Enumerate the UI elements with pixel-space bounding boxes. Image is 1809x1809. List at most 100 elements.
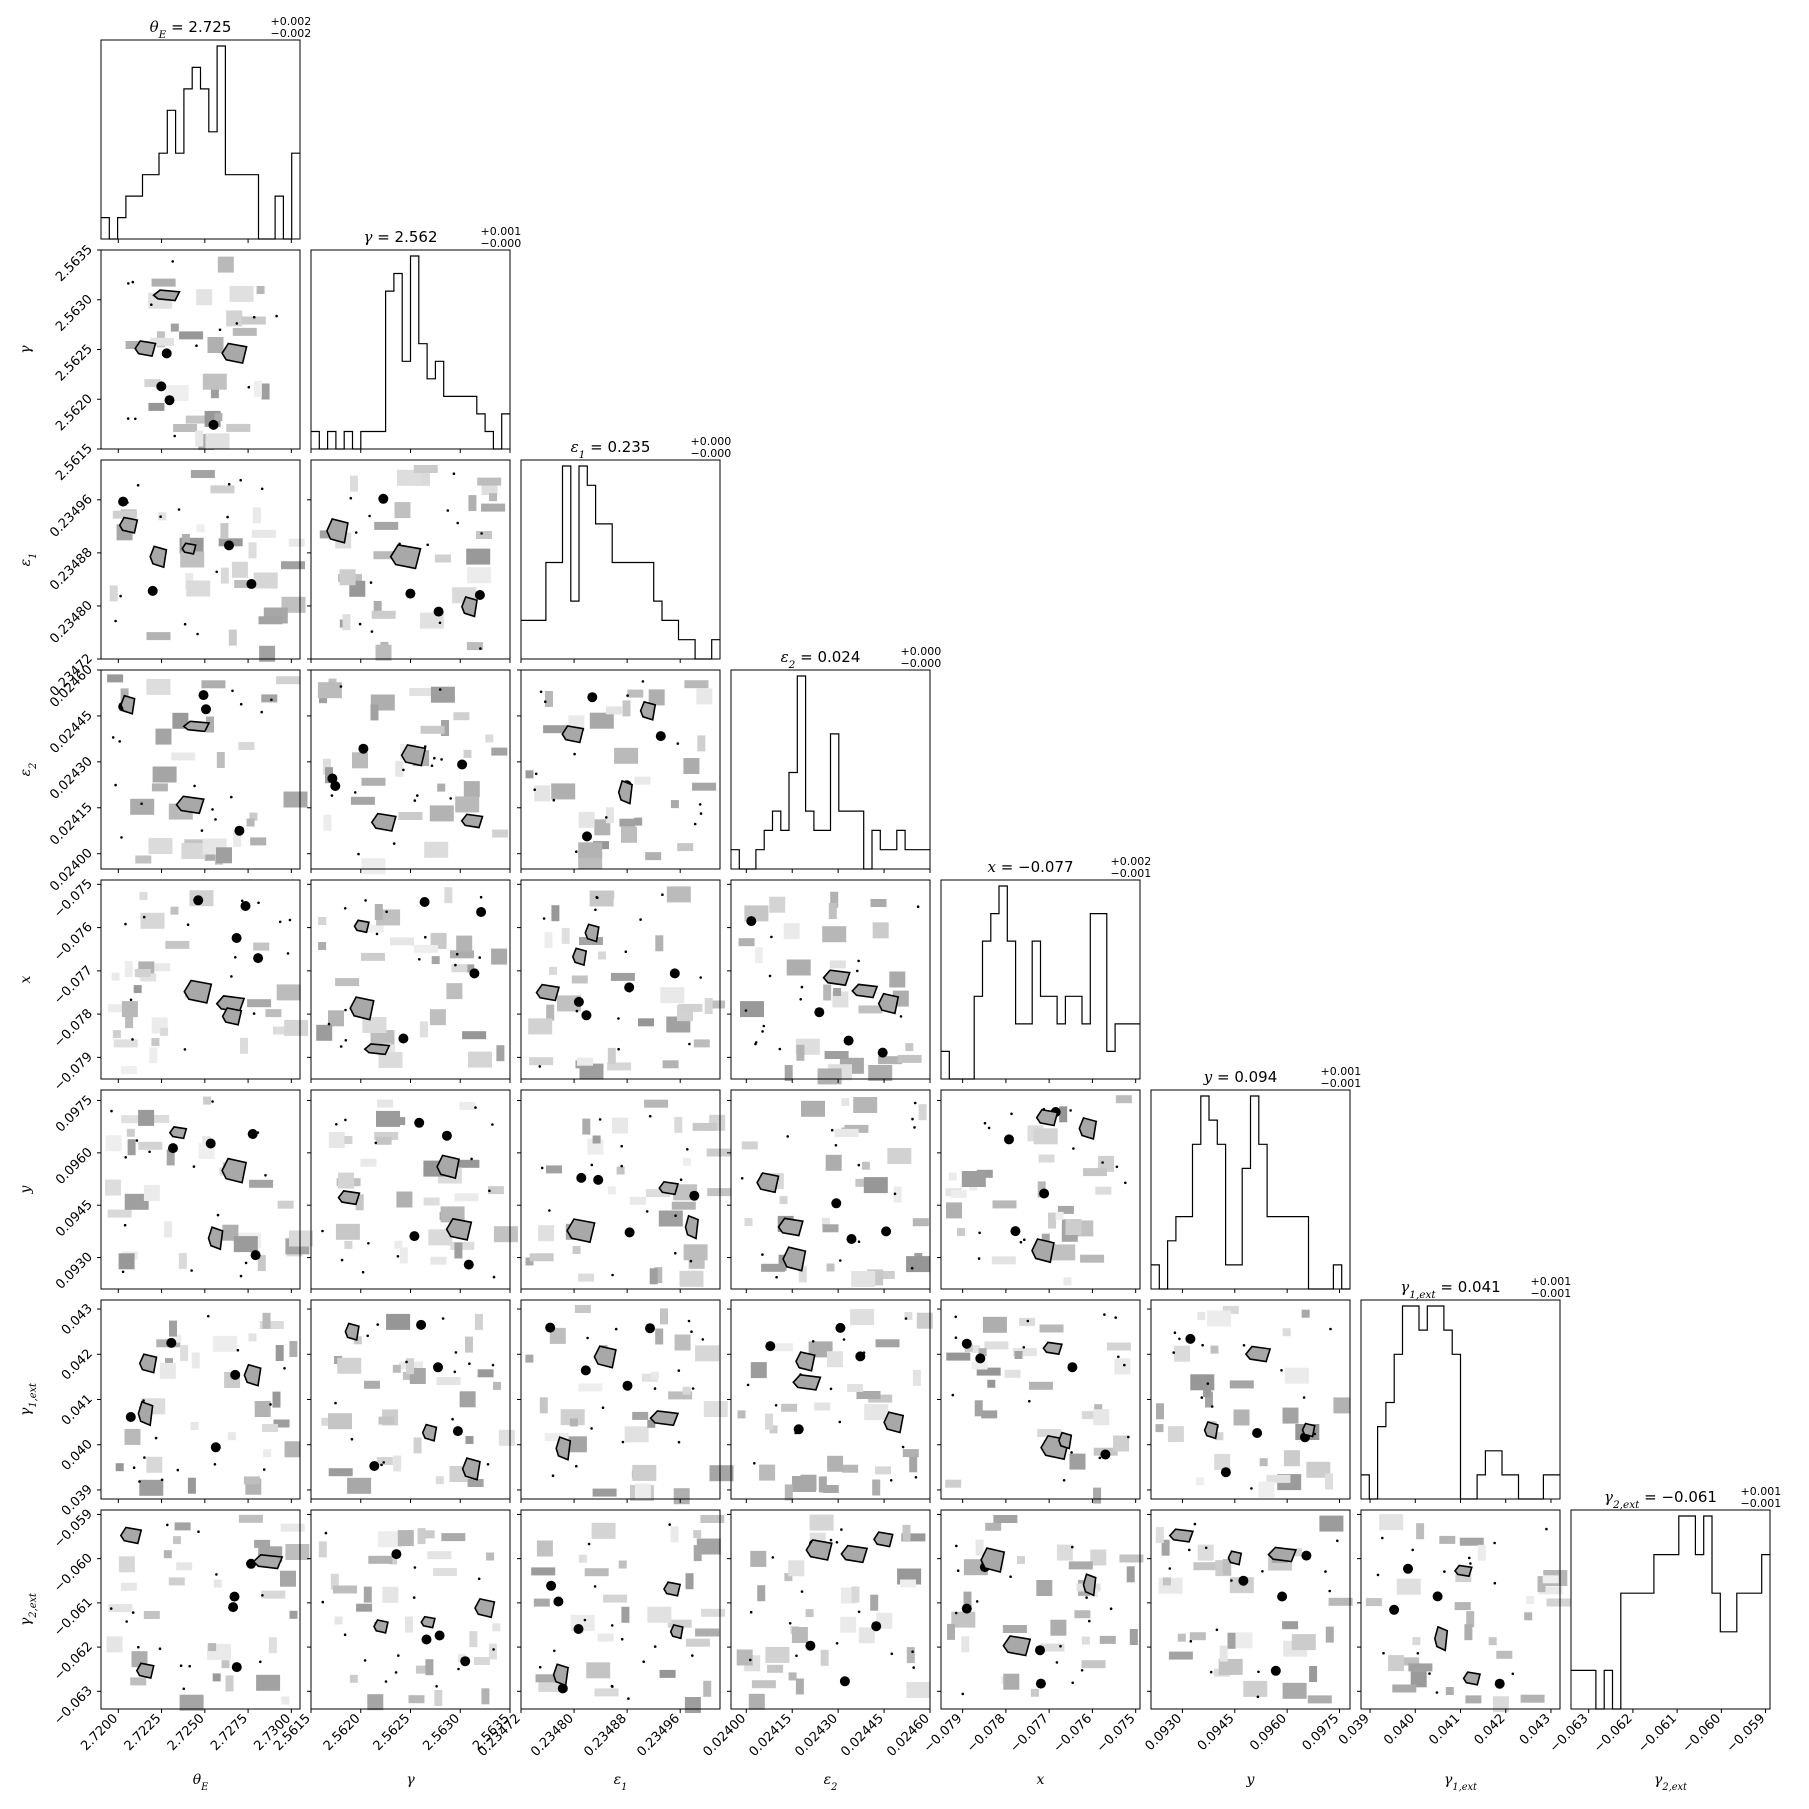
density-cell: [394, 502, 411, 519]
x-tick-label: 2.5620: [321, 1711, 364, 1754]
density-cell: [467, 1479, 484, 1487]
panel-5-1: [307, 1089, 518, 1293]
density-cell: [430, 1256, 447, 1265]
density-cell: [607, 1047, 616, 1064]
y-tick-label: 0.042: [59, 1346, 96, 1383]
density-cell: [148, 402, 165, 411]
contour: [215, 995, 246, 1013]
sample-point: [166, 1523, 169, 1527]
sample-point: [1022, 1346, 1026, 1349]
density-peak: [1185, 1333, 1196, 1344]
density-cell: [363, 1586, 372, 1603]
density-cell: [525, 770, 534, 779]
y-axis-label-7: γ2,ext: [18, 1593, 39, 1626]
sample-point: [1242, 1344, 1246, 1347]
density-cell: [370, 704, 379, 721]
density-cell: [149, 1047, 158, 1064]
sample-point: [1201, 1343, 1204, 1347]
sample-point: [114, 619, 117, 623]
density-cell: [754, 947, 763, 964]
density-cell: [378, 1051, 403, 1068]
sample-point: [396, 1255, 400, 1258]
density-cell: [418, 1530, 435, 1539]
density-cell: [622, 700, 631, 717]
density-cell: [153, 1114, 170, 1123]
density-cell: [280, 1523, 305, 1532]
title-0-minus: −0.002: [271, 27, 312, 40]
density-peak: [580, 1365, 591, 1376]
sample-point: [354, 531, 358, 534]
density-cell: [226, 423, 251, 432]
density-cell: [647, 1606, 672, 1623]
density-cell: [130, 1677, 147, 1686]
density-cell: [247, 999, 272, 1008]
density-cell: [594, 819, 611, 836]
sample-point: [1280, 1369, 1283, 1372]
density-cell: [683, 758, 700, 774]
density-cell: [851, 1586, 860, 1603]
density-cell: [419, 1021, 428, 1038]
density-cell: [947, 1623, 955, 1640]
sample-point: [215, 1573, 218, 1576]
density-cell: [825, 1154, 842, 1171]
density-cell: [463, 781, 480, 798]
density-cell: [1284, 1367, 1309, 1384]
density-cell: [577, 1057, 593, 1066]
density-cell: [265, 1009, 282, 1018]
title-0-plus: +0.002: [271, 15, 312, 28]
sample-point: [470, 1157, 473, 1161]
density-cell: [703, 1401, 728, 1418]
sample-point: [344, 1039, 348, 1042]
density-cell: [1004, 1369, 1021, 1378]
panel-6-5: [1147, 1299, 1351, 1503]
contour: [134, 340, 157, 358]
density-cell: [1219, 1645, 1228, 1662]
y-axis-label-5: y: [18, 1184, 34, 1194]
contour: [474, 1597, 496, 1619]
sample-point: [749, 1610, 753, 1614]
sample-point: [111, 736, 115, 739]
sample-point: [624, 950, 628, 953]
sample-point: [1328, 1589, 1331, 1593]
sample-point: [1109, 1607, 1113, 1610]
density-cell: [227, 1432, 236, 1441]
y-tick-label: 0.040: [59, 1437, 96, 1474]
sample-point: [426, 543, 430, 547]
density-cell: [533, 1598, 550, 1607]
density-cell: [386, 1313, 411, 1330]
density-cell: [856, 1391, 881, 1399]
sample-point: [691, 1387, 695, 1390]
x-tick-label: 0.02430: [792, 1711, 841, 1760]
sample-point: [677, 1440, 681, 1444]
density-cell: [338, 1172, 355, 1189]
sample-point: [595, 896, 598, 899]
density-cell: [254, 1401, 271, 1417]
sample-point: [492, 1275, 496, 1279]
density-cell: [841, 1098, 850, 1107]
sample-point: [1230, 1579, 1233, 1582]
sample-point: [1381, 1536, 1384, 1540]
density-cell: [902, 1449, 919, 1458]
density-peak: [391, 1549, 402, 1560]
panel-5-0: 0.0930 0.0945 0.0960 0.0975: [53, 1089, 313, 1293]
density-cell: [660, 987, 685, 1004]
sample-point: [677, 1369, 681, 1372]
density-cell: [1197, 1544, 1214, 1561]
density-cell: [904, 1312, 913, 1320]
density-cell: [459, 1391, 476, 1408]
contour: [1453, 1564, 1473, 1578]
density-cell: [861, 1161, 870, 1170]
density-cell: [875, 1339, 900, 1348]
density-cell: [361, 777, 386, 786]
density-cell: [368, 1555, 393, 1564]
sample-point: [1115, 1165, 1119, 1169]
density-cell: [334, 1616, 343, 1625]
density-peak: [961, 1338, 972, 1349]
x-tick-label: 2.7250: [165, 1711, 208, 1754]
density-cell: [916, 1312, 933, 1329]
contour: [1035, 1108, 1059, 1127]
density-cell: [466, 964, 475, 973]
density-cell: [644, 1099, 669, 1108]
density-peak: [1100, 1449, 1111, 1460]
density-cell: [889, 971, 906, 988]
